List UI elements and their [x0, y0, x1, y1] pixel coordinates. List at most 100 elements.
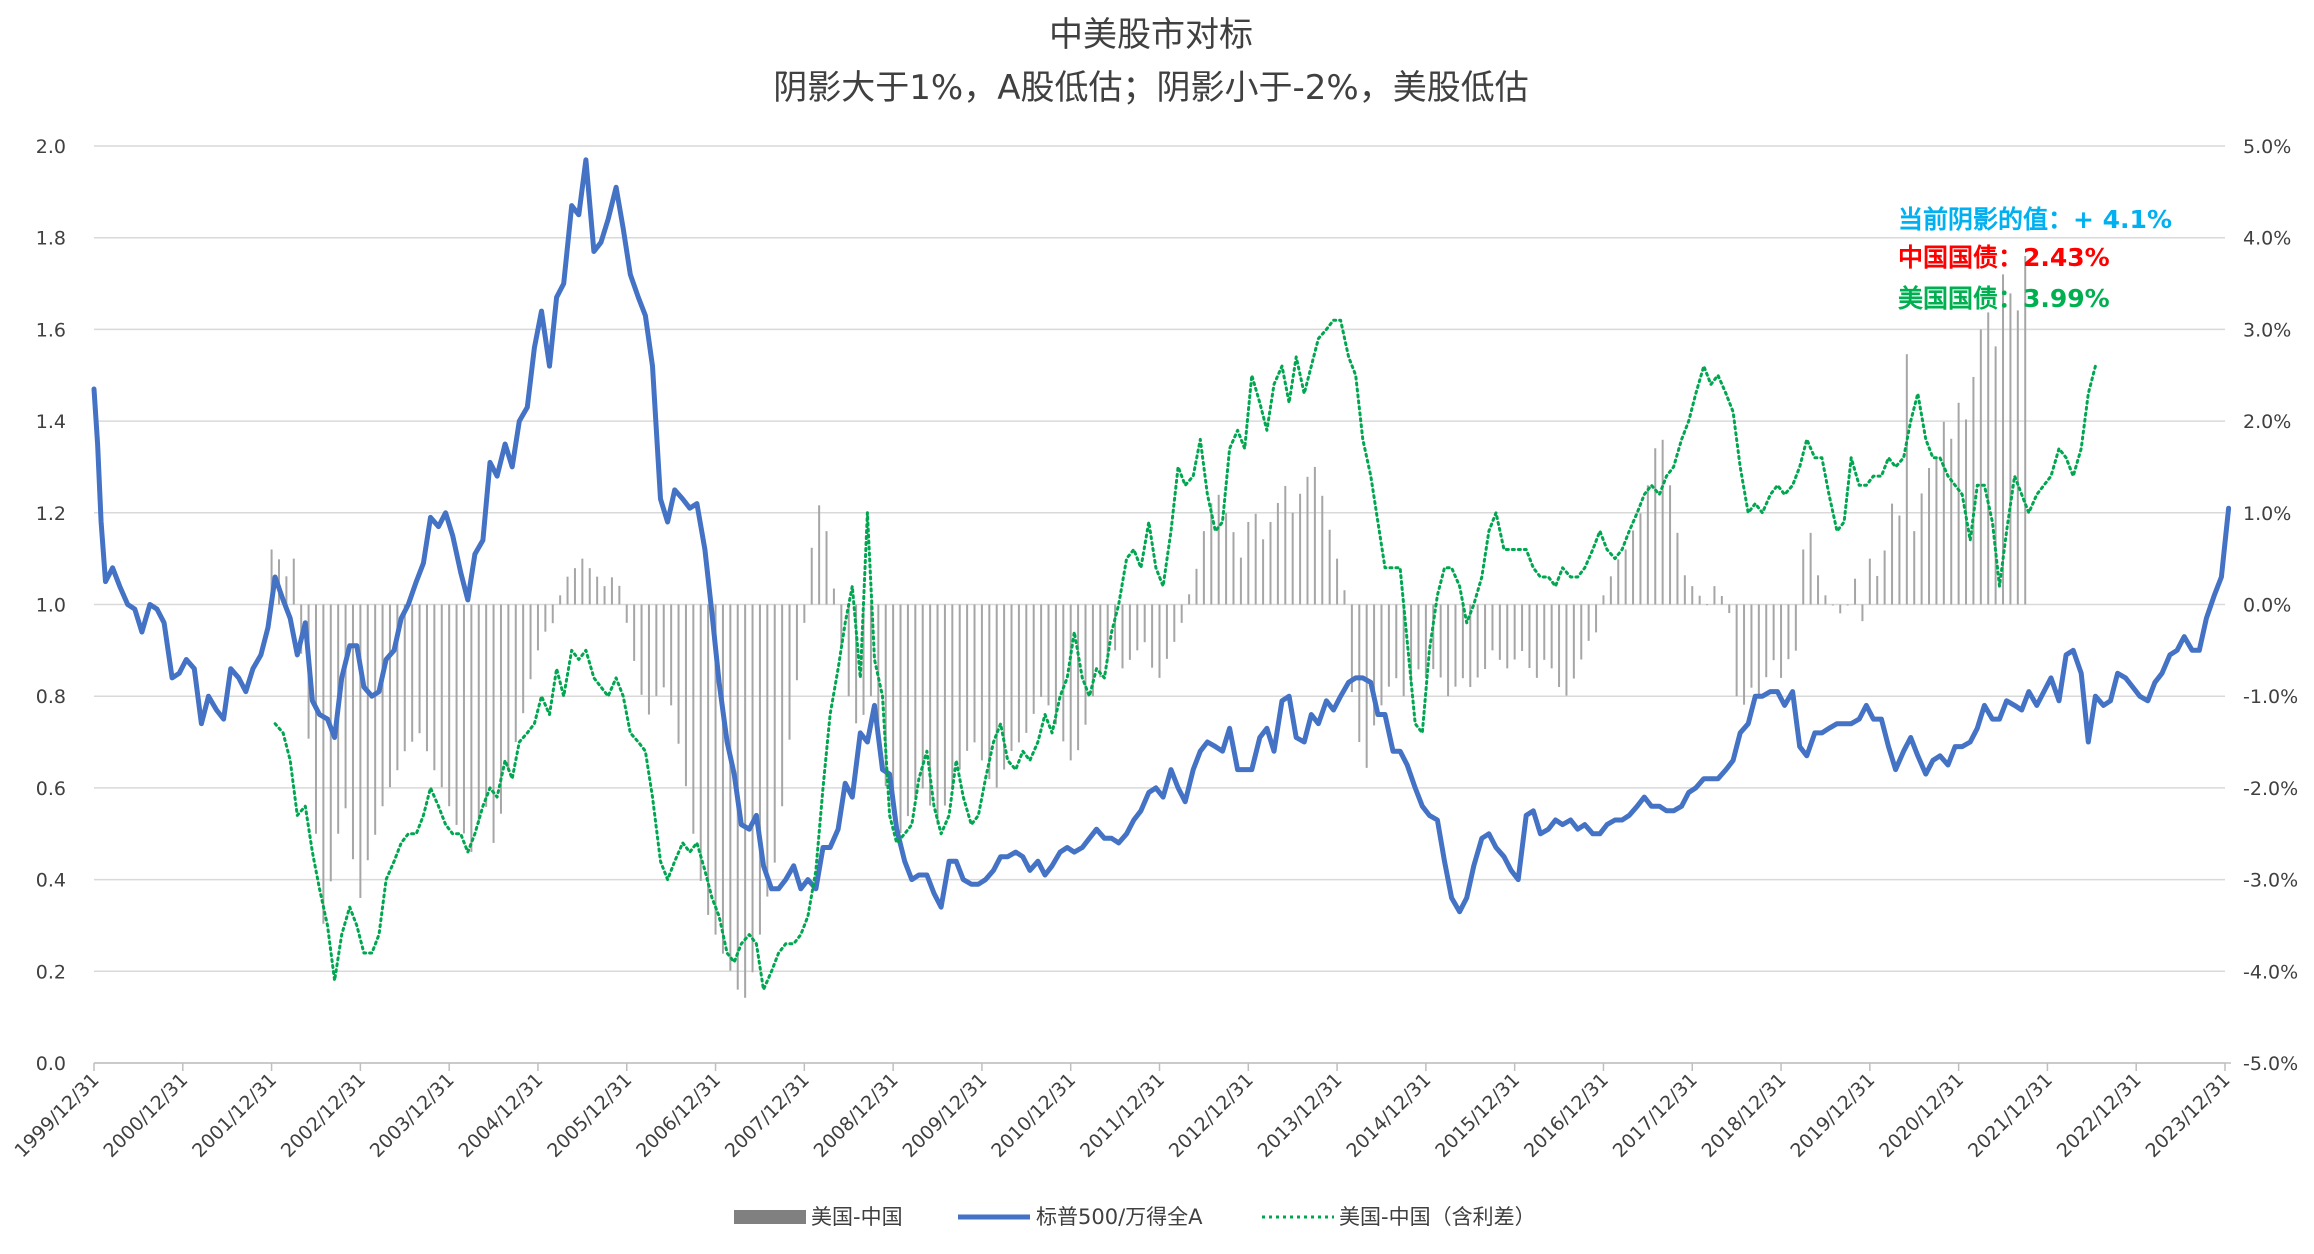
bar-mark: [1165, 604, 1168, 659]
bar-mark: [1868, 558, 1871, 605]
bar-mark: [1942, 421, 1945, 605]
bar-mark: [544, 604, 547, 632]
bar-mark: [1491, 604, 1494, 651]
bar-mark: [425, 604, 428, 752]
bar-mark: [1484, 604, 1487, 670]
bar-mark: [1498, 604, 1501, 660]
bar-mark: [788, 604, 791, 740]
bar-mark: [795, 604, 798, 681]
y-right-tick-label: 3.0%: [2243, 319, 2291, 341]
y-left-tick-label: 1.6: [36, 319, 66, 341]
bar-mark: [314, 604, 317, 834]
bar-mark: [1861, 604, 1864, 622]
bar-mark: [692, 604, 695, 834]
chart-subtitle: 阴影大于1%，A股低估；阴影小于-2%，美股低估: [773, 68, 1528, 108]
x-tick-label: 2023/12/31: [2142, 1069, 2235, 1162]
bar-mark: [1417, 604, 1420, 670]
bar-mark: [1358, 604, 1361, 743]
bar-mark: [929, 604, 932, 806]
bar-mark: [1343, 590, 1346, 605]
bar-mark: [1994, 346, 1997, 605]
series-line-us-china-spread: [273, 318, 2097, 992]
bar-mark: [2009, 293, 2012, 605]
bar-mark: [1691, 586, 1694, 605]
bar-mark: [396, 604, 399, 771]
bar-mark: [1587, 604, 1590, 641]
bar-mark: [1084, 604, 1087, 725]
x-tick-label: 2011/12/31: [1076, 1069, 1169, 1162]
x-tick-label: 2009/12/31: [898, 1069, 991, 1162]
y-right-tick-label: -5.0%: [2243, 1053, 2298, 1075]
x-tick-label: 2018/12/31: [1698, 1069, 1791, 1162]
bar-mark: [1321, 495, 1324, 605]
bar-mark: [1432, 604, 1435, 670]
bar-mark: [1720, 596, 1723, 605]
bar-mark: [662, 604, 665, 688]
bar-mark: [1846, 604, 1849, 606]
x-tick-label: 2007/12/31: [721, 1069, 814, 1162]
y-left-tick-label: 0.6: [36, 778, 66, 800]
x-tick-label: 2000/12/31: [99, 1069, 192, 1162]
x-tick-label: 2014/12/31: [1342, 1069, 1435, 1162]
bar-mark: [773, 604, 776, 863]
y-right-tick-label: -2.0%: [2243, 778, 2298, 800]
bar-mark: [551, 604, 554, 624]
x-tick-label: 1999/12/31: [11, 1069, 104, 1162]
bar-mark: [640, 604, 643, 695]
y-right-tick-label: 0.0%: [2243, 595, 2291, 617]
x-tick-label: 2013/12/31: [1254, 1069, 1347, 1162]
bar-mark: [1373, 604, 1376, 726]
bar-mark: [455, 604, 458, 825]
bar-mark: [1476, 604, 1479, 678]
bar-mark: [1883, 550, 1886, 605]
bar-mark: [1454, 604, 1457, 687]
bar-mark: [1173, 604, 1176, 642]
x-tick-label: 2015/12/31: [1431, 1069, 1524, 1162]
bar-mark: [1928, 467, 1931, 605]
bar-mark: [1809, 532, 1812, 605]
bar-mark: [1632, 530, 1635, 605]
bar-mark: [1284, 485, 1287, 605]
bar-mark: [381, 604, 384, 807]
bar-mark: [285, 576, 288, 605]
bar-mark: [1128, 604, 1131, 660]
bar-mark: [1706, 604, 1709, 606]
bar-mark: [1676, 532, 1679, 605]
bar-mark: [1905, 354, 1908, 605]
bar-mark: [1698, 595, 1701, 605]
bar-mark: [751, 604, 754, 973]
bar-mark: [588, 568, 591, 605]
bar-mark: [1306, 476, 1309, 605]
bar-mark: [1831, 604, 1834, 606]
annotation-china-bond: 中国国债：2.43%: [1898, 243, 2110, 272]
x-tick-label: 2010/12/31: [987, 1069, 1080, 1162]
bar-mark: [1158, 604, 1161, 678]
bar-mark: [766, 604, 769, 897]
bar-mark: [1047, 604, 1050, 706]
x-tick-label: 2019/12/31: [1786, 1069, 1879, 1162]
y-left-tick-label: 0.8: [36, 686, 66, 708]
bar-mark: [655, 604, 658, 696]
bar-mark: [1624, 549, 1627, 605]
bar-mark: [1232, 532, 1235, 605]
bar-mark: [1121, 604, 1124, 669]
bar-mark: [936, 604, 939, 825]
bar-mark: [618, 585, 621, 605]
bar-mark: [1439, 604, 1442, 678]
bar-mark: [670, 604, 673, 706]
bar-mark: [1728, 604, 1731, 613]
bar-mark: [403, 604, 406, 752]
bar-mark: [366, 604, 369, 861]
bar-mark: [1972, 376, 1975, 605]
bar-mark: [707, 604, 710, 915]
bar-mark: [825, 531, 828, 605]
bar-mark: [1780, 604, 1783, 678]
bar-mark: [899, 604, 902, 834]
bar-mark: [995, 604, 998, 788]
bar-mark: [1898, 515, 1901, 605]
bar-mark: [914, 604, 917, 798]
bar-mark: [1032, 604, 1035, 714]
x-tick-label: 2012/12/31: [1165, 1069, 1258, 1162]
bar-mark: [744, 604, 747, 998]
bar-mark: [1535, 604, 1538, 678]
